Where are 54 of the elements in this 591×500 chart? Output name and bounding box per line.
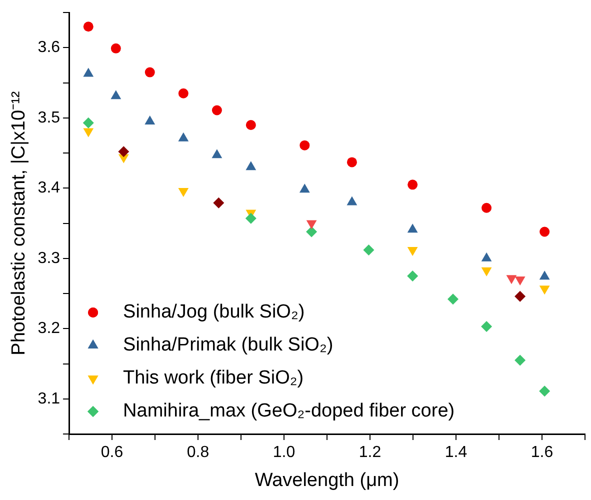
point [213,197,224,208]
legend-label: Sinha/Primak (bulk SiO₂) [123,334,334,356]
point [178,132,189,142]
y-tick-label: 3.3 [38,250,60,267]
point [514,354,526,366]
x-tick-label: 1.2 [358,444,382,462]
point [514,290,526,302]
point [407,224,418,233]
point [539,270,550,280]
point [346,196,358,206]
point [300,140,310,150]
point [178,88,188,98]
point [110,90,122,100]
x-tick-label: 1.6 [530,444,554,462]
point [83,68,94,77]
x-tick-label: 0.6 [100,444,124,462]
point [363,244,374,256]
point [110,43,121,54]
point [539,386,550,397]
legend-label: Sinha/Jog (bulk SiO₂) [123,302,305,323]
point [514,276,526,286]
legend-label: This work (fiber SiO₂) [123,368,304,389]
point [246,120,256,130]
y-tick-label: 3.6 [38,39,60,56]
point [408,180,418,190]
y-tick-label: 3.1 [38,390,60,408]
point [481,267,492,276]
y-tick-label: 3.5 [38,109,60,126]
legend-label: Namihira_max (GeO₂-doped fiber core) [123,400,455,422]
point [82,117,94,128]
point [212,149,222,158]
point [144,115,156,124]
y-tick-label: 3.4 [38,180,60,197]
point [299,184,310,193]
point [118,146,130,158]
point [407,270,418,282]
point [246,161,256,170]
point [407,246,418,256]
point [212,105,222,116]
point [346,157,357,168]
point [481,321,492,332]
x-axis-title: Wavelength (μm) [254,470,400,491]
x-tick-label: 1.4 [444,444,468,462]
point [245,212,256,224]
point [482,202,492,213]
point [83,22,94,32]
point [306,226,318,238]
x-tick-label: 0.8 [186,444,210,462]
y-axis-title: Photoelastic constant, |C|x10⁻¹² [8,91,30,356]
point [448,294,458,305]
point [144,67,155,78]
y-tick-label: 3.2 [38,320,60,338]
point [540,226,550,237]
x-tick-label: 1.0 [272,444,296,462]
